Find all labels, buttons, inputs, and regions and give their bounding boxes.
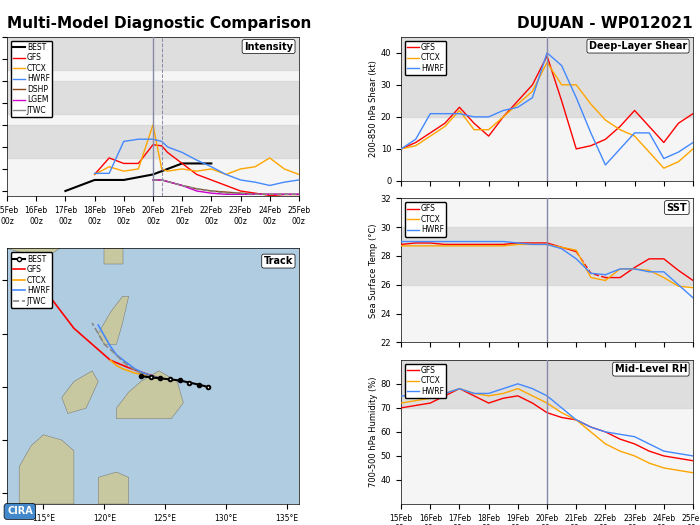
Text: Multi-Model Diagnostic Comparison: Multi-Model Diagnostic Comparison xyxy=(7,16,312,31)
Polygon shape xyxy=(62,371,98,414)
Bar xyxy=(401,360,693,408)
Polygon shape xyxy=(116,371,183,419)
Polygon shape xyxy=(19,435,74,504)
Bar xyxy=(7,37,299,70)
Y-axis label: 200-850 hPa Shear (kt): 200-850 hPa Shear (kt) xyxy=(369,60,378,158)
Legend: GFS, CTCX, HWRF: GFS, CTCX, HWRF xyxy=(405,202,446,237)
Bar xyxy=(401,227,693,285)
Text: Deep-Layer Shear: Deep-Layer Shear xyxy=(589,41,687,51)
Text: Track: Track xyxy=(264,256,293,266)
Text: Mid-Level RH: Mid-Level RH xyxy=(615,364,687,374)
Legend: BEST, GFS, CTCX, HWRF, JTWC: BEST, GFS, CTCX, HWRF, JTWC xyxy=(10,252,52,308)
Polygon shape xyxy=(104,248,122,265)
Bar xyxy=(7,125,299,158)
Polygon shape xyxy=(98,296,129,344)
Y-axis label: 700-500 hPa Humidity (%): 700-500 hPa Humidity (%) xyxy=(369,376,378,487)
Text: Intensity: Intensity xyxy=(244,41,293,51)
Legend: BEST, GFS, CTCX, HWRF, DSHP, LGEM, JTWC: BEST, GFS, CTCX, HWRF, DSHP, LGEM, JTWC xyxy=(10,40,52,117)
Legend: GFS, CTCX, HWRF: GFS, CTCX, HWRF xyxy=(405,364,446,398)
Polygon shape xyxy=(98,472,129,504)
Polygon shape xyxy=(7,206,129,259)
Text: CIRA: CIRA xyxy=(7,507,33,517)
Text: SST: SST xyxy=(666,203,687,213)
Bar xyxy=(401,37,693,117)
Y-axis label: Sea Surface Temp (°C): Sea Surface Temp (°C) xyxy=(369,223,378,318)
Bar xyxy=(7,81,299,114)
Text: DUJUAN - WP012021: DUJUAN - WP012021 xyxy=(517,16,693,31)
Legend: GFS, CTCX, HWRF: GFS, CTCX, HWRF xyxy=(405,40,446,75)
